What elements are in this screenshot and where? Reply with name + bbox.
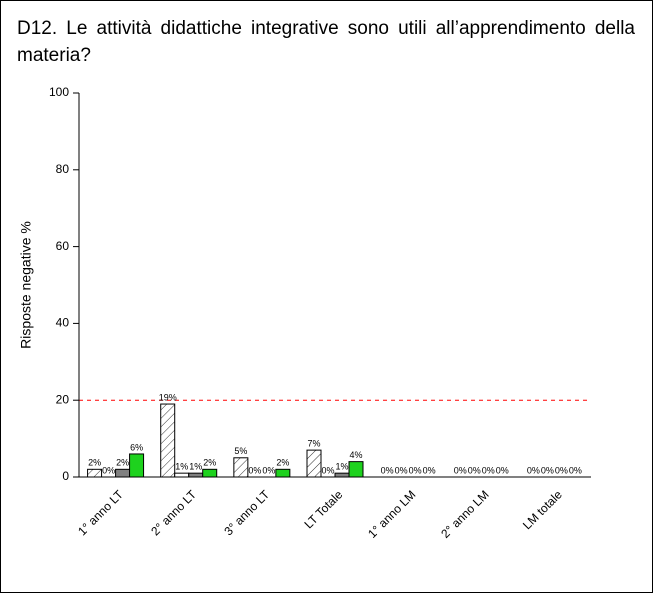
bar (174, 472, 190, 478)
bar (334, 472, 350, 478)
value-label: 2% (88, 458, 101, 468)
value-label: 2% (116, 458, 129, 468)
value-label: 0% (496, 465, 509, 475)
value-label: 0% (555, 465, 568, 475)
y-tick-label: 60 (56, 239, 70, 253)
x-tick-label: 3° anno LT (221, 487, 272, 538)
question-title: D12. Le attività didattiche integrative … (17, 18, 635, 66)
bar (275, 468, 291, 478)
value-label: 6% (130, 442, 143, 452)
value-label: 4% (349, 450, 362, 460)
value-label: 0% (482, 465, 495, 475)
x-tick-label: LM totale (520, 487, 565, 532)
value-label: 1% (335, 462, 348, 472)
y-tick-label: 40 (56, 316, 70, 330)
value-label: 0% (423, 465, 436, 475)
x-tick-label: 1° anno LT (75, 487, 126, 538)
value-label: 0% (454, 465, 467, 475)
value-label: 2% (276, 458, 289, 468)
x-tick-label: LT Totale (301, 487, 345, 531)
value-label: 0% (395, 465, 408, 475)
value-label: 0% (541, 465, 554, 475)
y-tick-label: 100 (49, 85, 69, 99)
value-label: 1% (189, 462, 202, 472)
value-label: 0% (409, 465, 422, 475)
value-label: 1% (175, 462, 188, 472)
bar (306, 449, 322, 478)
x-tick-label: 2° anno LM (438, 487, 491, 540)
value-label: 7% (307, 438, 320, 448)
x-tick-label: 1° anno LM (365, 487, 418, 540)
value-label: 0% (248, 465, 261, 475)
bar (115, 468, 131, 478)
y-tick-label: 20 (56, 392, 70, 406)
x-tick-label: 2° anno LT (148, 487, 199, 538)
value-label: 0% (468, 465, 481, 475)
bar (348, 461, 364, 478)
value-label: 0% (321, 465, 334, 475)
value-label: 0% (381, 465, 394, 475)
y-tick-label: 0 (62, 469, 69, 483)
value-label: 19% (159, 392, 177, 402)
bar (129, 453, 145, 478)
bar (160, 403, 176, 478)
y-tick-label: 80 (56, 162, 70, 176)
bar (233, 457, 249, 478)
bar (202, 468, 218, 478)
bar (87, 468, 103, 478)
value-label: 0% (527, 465, 540, 475)
y-axis-label: Risposte negative % (18, 221, 34, 349)
value-label: 5% (234, 446, 247, 456)
value-label: 0% (262, 465, 275, 475)
bar (188, 472, 204, 478)
value-label: 0% (102, 465, 115, 475)
value-label: 0% (569, 465, 582, 475)
value-label: 2% (203, 458, 216, 468)
